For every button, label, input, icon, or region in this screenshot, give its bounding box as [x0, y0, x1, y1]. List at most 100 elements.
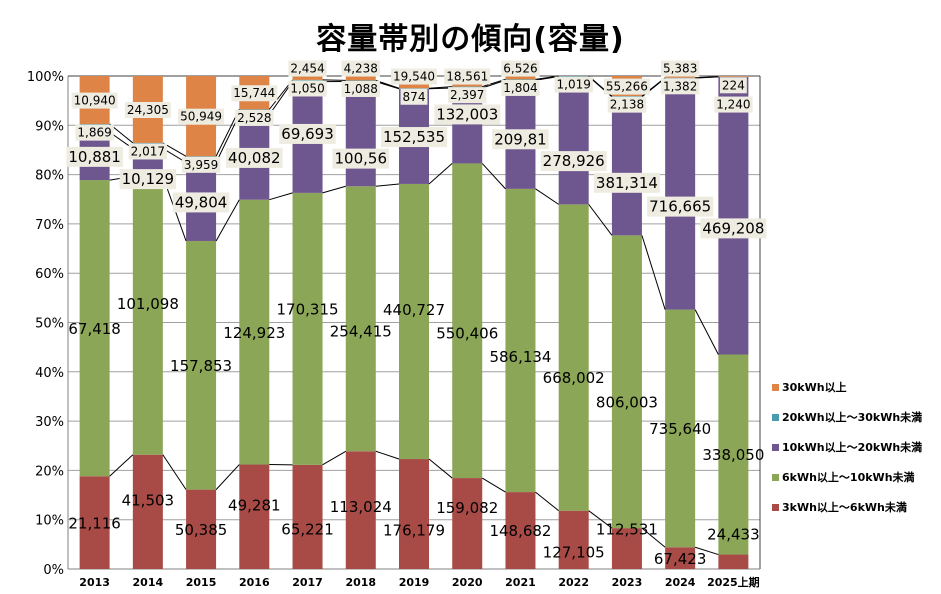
data-label: 2,138 — [607, 96, 647, 113]
data-label-text: 209,81 — [494, 130, 547, 148]
bar-segment — [665, 76, 696, 78]
data-label-text: 716,665 — [649, 198, 711, 216]
data-label: 40,082 — [226, 147, 283, 168]
data-label-text: 381,314 — [596, 174, 658, 192]
data-label-text: 24,305 — [127, 103, 169, 117]
data-label-background — [341, 80, 380, 97]
data-label-background — [391, 68, 437, 85]
bar-segment — [558, 76, 589, 205]
series-line — [428, 86, 453, 89]
x-tick-label: 2017 — [292, 576, 323, 589]
bar-segment — [399, 88, 429, 89]
y-tick-label: 20% — [35, 464, 64, 479]
data-label-text: 69,693 — [281, 125, 334, 143]
data-label-background — [181, 156, 221, 173]
data-label: 49,804 — [172, 192, 230, 213]
data-label-text: 1,019 — [557, 78, 591, 92]
legend-item: 10kWh以上～20kWh未満 — [772, 432, 922, 462]
data-label: 6,526 — [501, 60, 540, 77]
data-label-text: 152,535 — [383, 128, 445, 146]
data-label-text: 10,940 — [74, 94, 116, 108]
data-label: 41,503 — [122, 492, 175, 510]
data-label: 1,050 — [288, 80, 327, 97]
series-line — [641, 527, 666, 548]
data-label-background — [341, 60, 380, 77]
chart-title: 容量帯別の傾向(容量) — [316, 22, 625, 57]
bar-segment — [718, 76, 749, 355]
data-label-background — [235, 109, 274, 126]
data-label: 170,315 — [277, 301, 339, 319]
data-label-background — [288, 80, 327, 97]
data-label-text: 874 — [403, 90, 426, 104]
bar-segment — [186, 489, 217, 569]
bar-segment — [239, 464, 270, 569]
data-label: 50,949 — [178, 108, 225, 125]
data-label-text: 49,281 — [228, 496, 281, 514]
data-label-text: 67,423 — [654, 550, 707, 568]
data-label-text: 67,418 — [68, 320, 121, 338]
legend-swatch — [772, 383, 779, 391]
data-label-text: 6,526 — [503, 62, 537, 76]
data-label: 49,281 — [228, 496, 281, 514]
data-label-text: 4,238 — [344, 62, 378, 76]
data-label-text: 2,397 — [450, 88, 484, 102]
data-label-background — [501, 79, 540, 96]
data-label-text: 550,406 — [436, 324, 498, 342]
x-tick-label: 2018 — [345, 576, 376, 589]
data-label: 550,406 — [436, 324, 498, 342]
legend-label: 20kWh以上～30kWh未満 — [782, 411, 923, 424]
series-line — [695, 76, 719, 79]
data-label: 21,116 — [68, 514, 121, 532]
data-label-background — [226, 147, 283, 168]
x-tick-label: 2016 — [239, 576, 270, 589]
series-line — [588, 510, 613, 529]
data-label-background — [66, 146, 123, 167]
data-label: 716,665 — [647, 196, 714, 217]
series-line — [694, 309, 719, 355]
data-label-text: 41,503 — [122, 492, 175, 510]
data-label-text: 10,129 — [122, 170, 175, 188]
data-label: 24,433 — [707, 525, 760, 543]
data-label: 113,024 — [330, 498, 392, 516]
bar-segment — [665, 309, 696, 548]
data-label: 3,959 — [181, 156, 221, 173]
data-label: 224 — [719, 77, 747, 94]
data-label: 5,383 — [660, 60, 700, 77]
data-label: 19,540 — [391, 68, 437, 85]
data-label: 15,744 — [231, 85, 278, 102]
bar-segment — [79, 180, 110, 477]
data-label-text: 224 — [722, 78, 745, 92]
data-label-text: 1,382 — [663, 79, 697, 93]
legend: 30kWh以上 20kWh以上～30kWh未満 10kWh以上～20kWh未満 6kW… — [772, 372, 922, 522]
series-line — [481, 163, 506, 190]
data-label: 100,56 — [332, 148, 390, 169]
data-label-background — [647, 196, 714, 217]
data-label-text: 101,098 — [117, 295, 179, 313]
series-line — [375, 183, 400, 187]
x-tick-label: 2014 — [133, 576, 164, 589]
data-label-text: 440,727 — [383, 301, 445, 319]
data-label-background — [607, 96, 647, 113]
series-line — [481, 477, 506, 493]
legend-item: 3kWh以上～6kWh未満 — [772, 492, 922, 522]
data-label: 127,105 — [543, 544, 605, 562]
legend-swatch — [772, 443, 779, 451]
data-label: 254,415 — [330, 322, 392, 340]
data-label-background — [492, 129, 549, 150]
bar-segment — [718, 76, 749, 77]
series-line — [695, 546, 719, 556]
data-label-background — [71, 92, 118, 109]
data-label-background — [593, 172, 660, 193]
data-label-text: 2,454 — [290, 62, 324, 76]
data-label: 157,853 — [170, 357, 232, 375]
data-label-background — [444, 68, 491, 85]
legend-label: 30kWh以上 — [782, 381, 847, 394]
bar-segment — [558, 204, 589, 511]
bar-segment — [132, 176, 163, 455]
data-label-background — [128, 143, 168, 160]
data-label-text: 1,869 — [77, 126, 111, 140]
data-label-text: 159,082 — [436, 499, 498, 517]
data-label-text: 124,923 — [223, 324, 285, 342]
data-label-background — [178, 108, 225, 125]
bar-segment — [345, 186, 376, 452]
